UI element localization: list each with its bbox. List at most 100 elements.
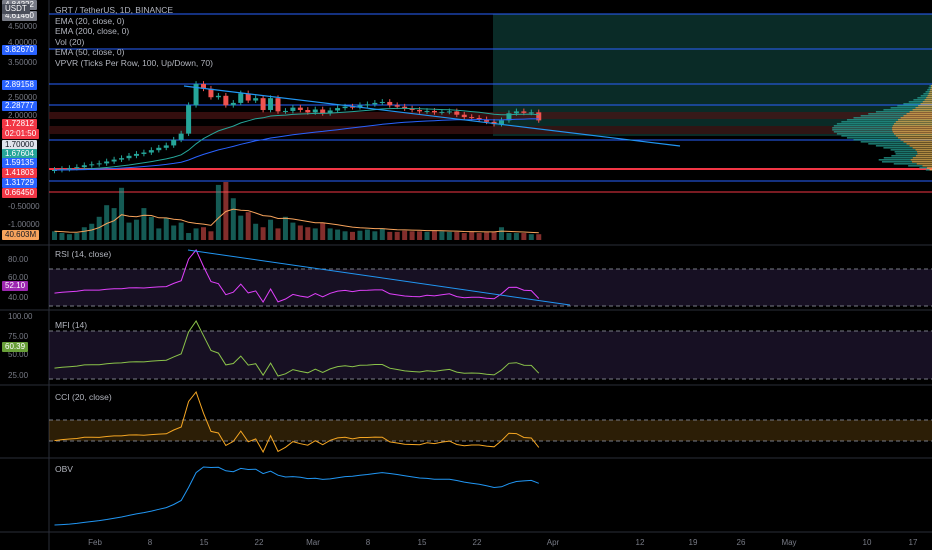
candle [350, 106, 355, 108]
currency-tag[interactable]: USDT [2, 4, 30, 14]
candle [238, 93, 244, 103]
pane-band [49, 420, 932, 441]
mfi-title[interactable]: MFI (14) [55, 320, 88, 330]
volume-bar [111, 208, 117, 240]
candle [193, 84, 199, 106]
volume-bar [409, 231, 415, 240]
vpvr-bar [922, 165, 932, 167]
volume-bar [357, 230, 363, 240]
vpvr-bar [915, 155, 932, 157]
ema20-legend[interactable]: EMA (20, close, 0) [55, 15, 125, 26]
vpvr-bar [833, 125, 893, 127]
x-label: 22 [472, 538, 482, 547]
vpvr-bar [929, 85, 932, 87]
candle [282, 110, 288, 112]
price-tag: 1.41803 [2, 168, 37, 178]
candle [275, 98, 281, 112]
candle [476, 118, 482, 120]
candle [141, 152, 147, 154]
volume-bar [171, 225, 177, 240]
vpvr-bar [912, 157, 932, 159]
vpvr-bar [917, 97, 927, 99]
vpvr-legend[interactable]: VPVR (Ticks Per Row, 100, Up/Down, 70) [55, 57, 213, 68]
cci-title[interactable]: CCI (20, close) [55, 392, 112, 402]
candle [506, 113, 512, 121]
price-tick: 3.50000 [8, 58, 37, 67]
ema50-legend[interactable]: EMA (50, close, 0) [55, 47, 125, 58]
vpvr-bar [930, 89, 932, 91]
x-label: 17 [908, 538, 918, 547]
mfi-tick: 100.00 [8, 312, 33, 321]
volume-bar [275, 228, 281, 240]
symbol-title: GRT / TetherUS, 1D, BINANCE [55, 5, 174, 15]
x-label: May [781, 538, 797, 547]
volume-bar [163, 217, 169, 240]
volume-bar [327, 228, 333, 240]
x-label: 15 [199, 538, 209, 547]
vpvr-bar [897, 137, 932, 139]
volume-bar [119, 187, 125, 240]
x-label: 12 [635, 538, 645, 547]
candle [387, 101, 393, 106]
x-label: Mar [306, 538, 320, 547]
candle [201, 84, 206, 89]
vpvr-bar [868, 143, 907, 145]
mfi-line [54, 320, 540, 377]
volume-bar [469, 231, 475, 240]
vpvr-bar [922, 101, 932, 103]
x-label: 8 [365, 538, 371, 547]
vpvr-bar [846, 137, 898, 139]
vpvr-bar [919, 167, 927, 169]
candle [186, 105, 192, 134]
mfi-value-tag: 60.39 [2, 342, 29, 352]
volume-bar [446, 231, 452, 240]
obv-title[interactable]: OBV [55, 464, 73, 474]
vpvr-bar [926, 97, 932, 99]
candle [104, 161, 110, 164]
volume-bar [461, 233, 467, 240]
candle [431, 110, 437, 113]
rsi-title[interactable]: RSI (14, close) [55, 249, 112, 259]
vpvr-bar [927, 95, 932, 97]
candle [148, 150, 154, 153]
price-tag: 4.61460 [2, 11, 37, 21]
vpvr-bar [832, 127, 893, 129]
volume-bar [230, 198, 236, 240]
rsi-tick: 60.00 [8, 273, 29, 282]
ema200-legend[interactable]: EMA (200, close, 0) [55, 26, 130, 37]
rsi-value-tag: 52.10 [2, 281, 29, 291]
volume-bar [528, 234, 534, 240]
candle [417, 109, 423, 112]
volume-bar [290, 222, 296, 240]
vpvr-bar [930, 87, 932, 89]
vpvr-bar [926, 167, 932, 169]
price-tag: 2.89158 [2, 80, 37, 90]
candle [66, 168, 72, 170]
vpvr-bar [912, 147, 932, 149]
vpvr-bar [893, 133, 932, 135]
candle [528, 112, 534, 114]
volume-bar [59, 233, 65, 240]
volume-bar [521, 233, 527, 240]
volume-bar [282, 216, 288, 240]
price-tag: 1.67604 [2, 149, 37, 159]
volume-bar [260, 227, 266, 240]
vpvr-bar [897, 119, 932, 121]
candle [439, 111, 445, 113]
vpvr-bar [910, 159, 932, 161]
candle [394, 105, 400, 107]
vpvr-bar [895, 153, 918, 155]
volume-bar [506, 233, 512, 240]
vpvr-bar [903, 115, 932, 117]
vpvr-bar [906, 143, 932, 145]
volume-legend[interactable]: Vol (20) [55, 36, 85, 47]
last-price-tag: 1.72812 [2, 119, 37, 129]
volume-bar [81, 227, 87, 240]
candle [290, 107, 296, 111]
candle [454, 111, 460, 115]
x-label: 15 [417, 538, 427, 547]
price-tick: 4.00000 [8, 38, 37, 47]
pane-band [49, 331, 932, 379]
volume-bar [424, 231, 430, 240]
